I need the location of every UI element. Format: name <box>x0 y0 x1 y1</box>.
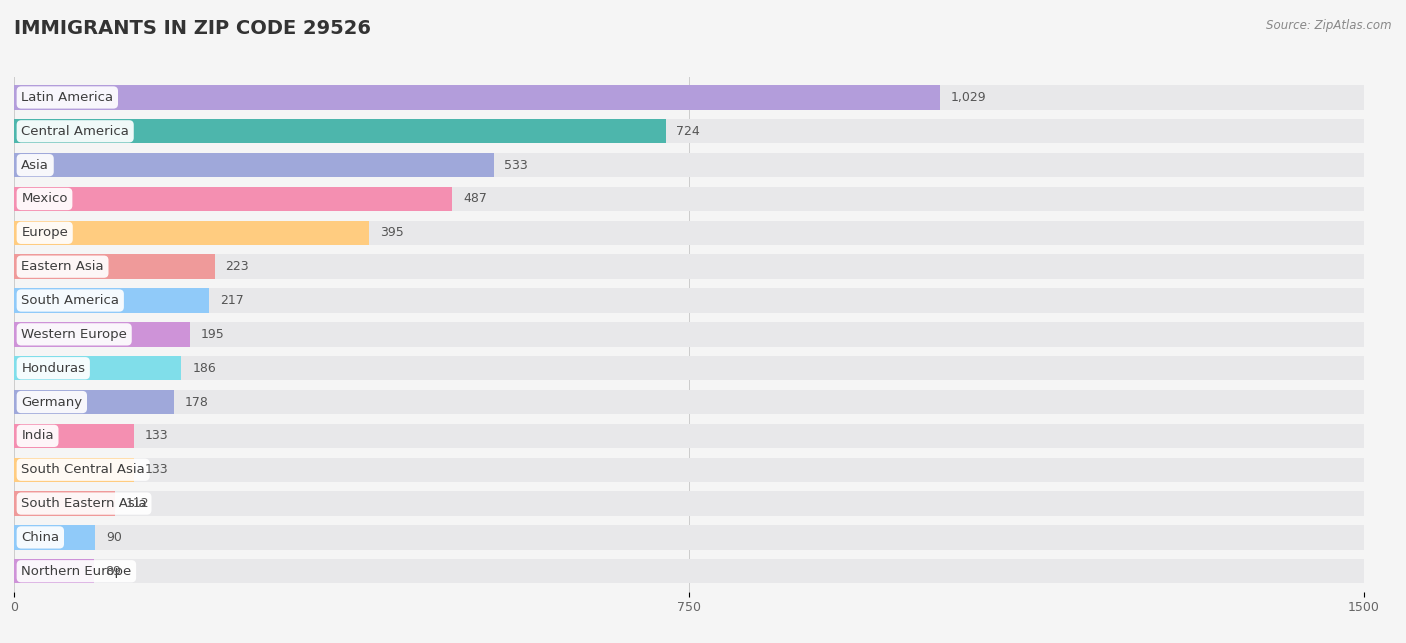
Text: South America: South America <box>21 294 120 307</box>
Bar <box>14 187 453 211</box>
Bar <box>14 221 1364 245</box>
Text: Mexico: Mexico <box>21 192 67 206</box>
Text: Eastern Asia: Eastern Asia <box>21 260 104 273</box>
Text: Honduras: Honduras <box>21 362 86 375</box>
Text: 724: 724 <box>676 125 700 138</box>
Text: 178: 178 <box>186 395 209 408</box>
Text: 89: 89 <box>105 565 121 578</box>
Text: 223: 223 <box>225 260 249 273</box>
Text: 487: 487 <box>463 192 486 206</box>
Text: Germany: Germany <box>21 395 83 408</box>
Bar <box>14 491 1364 516</box>
Bar <box>14 86 1364 110</box>
Bar <box>14 86 941 110</box>
Bar <box>14 119 665 143</box>
Bar <box>14 187 1364 211</box>
Bar <box>14 356 1364 381</box>
Bar <box>14 356 181 381</box>
Bar <box>14 119 1364 143</box>
Text: 1,029: 1,029 <box>950 91 987 104</box>
Text: 133: 133 <box>145 463 169 476</box>
Bar <box>14 255 1364 279</box>
Bar <box>14 390 174 414</box>
Text: 112: 112 <box>125 497 149 510</box>
Text: IMMIGRANTS IN ZIP CODE 29526: IMMIGRANTS IN ZIP CODE 29526 <box>14 19 371 39</box>
Bar <box>14 221 370 245</box>
Text: 395: 395 <box>380 226 404 239</box>
Bar <box>14 322 190 347</box>
Bar <box>14 458 1364 482</box>
Text: 90: 90 <box>105 531 122 544</box>
Bar <box>14 458 134 482</box>
Text: China: China <box>21 531 59 544</box>
Bar <box>14 153 494 177</box>
Text: Western Europe: Western Europe <box>21 328 127 341</box>
Text: Northern Europe: Northern Europe <box>21 565 132 578</box>
Bar <box>14 288 209 312</box>
Bar <box>14 525 96 550</box>
Text: South Eastern Asia: South Eastern Asia <box>21 497 146 510</box>
Text: Europe: Europe <box>21 226 67 239</box>
Text: 186: 186 <box>193 362 217 375</box>
Text: 217: 217 <box>221 294 243 307</box>
Bar <box>14 424 1364 448</box>
Bar <box>14 322 1364 347</box>
Text: Latin America: Latin America <box>21 91 114 104</box>
Text: India: India <box>21 430 53 442</box>
Bar <box>14 424 134 448</box>
Text: 133: 133 <box>145 430 169 442</box>
Bar <box>14 525 1364 550</box>
Bar <box>14 559 94 583</box>
Text: Central America: Central America <box>21 125 129 138</box>
Bar <box>14 559 1364 583</box>
Bar <box>14 288 1364 312</box>
Bar <box>14 255 215 279</box>
Text: 533: 533 <box>505 159 529 172</box>
Text: South Central Asia: South Central Asia <box>21 463 145 476</box>
Text: 195: 195 <box>200 328 224 341</box>
Text: Source: ZipAtlas.com: Source: ZipAtlas.com <box>1267 19 1392 32</box>
Bar <box>14 390 1364 414</box>
Bar <box>14 491 115 516</box>
Text: Asia: Asia <box>21 159 49 172</box>
Bar <box>14 153 1364 177</box>
